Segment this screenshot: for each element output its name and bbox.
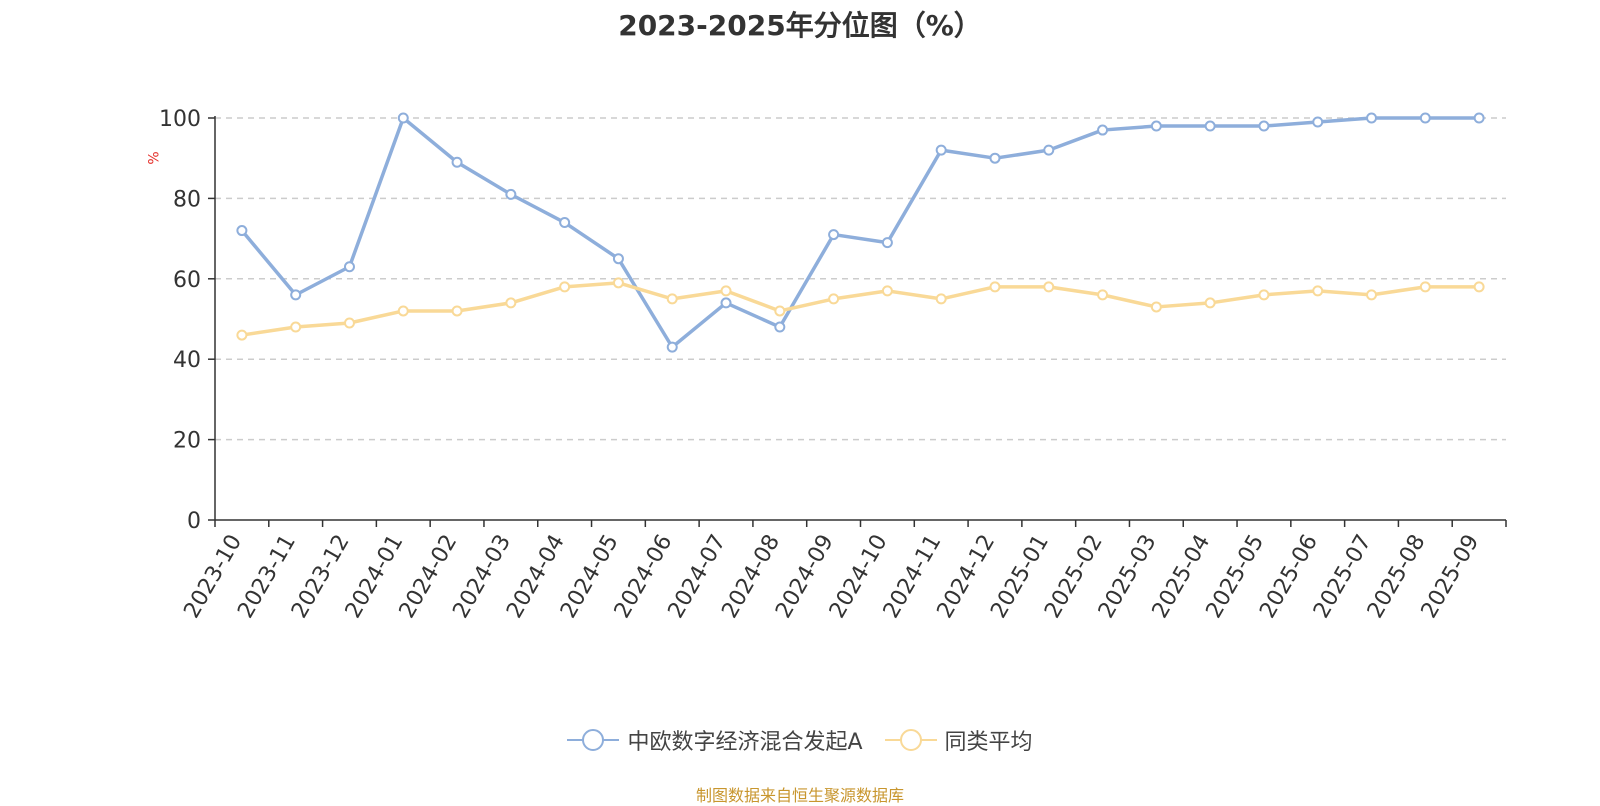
peer-average-data-point (559, 281, 571, 293)
fund-data-point (1204, 120, 1216, 132)
peer-average-data-point (236, 329, 248, 341)
peer-average-data-point (505, 297, 517, 309)
peer-average-data-point (935, 293, 947, 305)
peer-average-series-line (240, 281, 1481, 337)
peer-average-data-point (1150, 301, 1162, 313)
peer-average-data-point (828, 293, 840, 305)
peer-average-data-point (343, 317, 355, 329)
fund-data-point (881, 237, 893, 249)
fund-data-point (505, 188, 517, 200)
legend: 中欧数字经济混合发起A 同类平均 (0, 724, 1600, 756)
fund-data-point (828, 229, 840, 241)
fund-data-point (612, 253, 624, 265)
axis-layer (208, 116, 1507, 527)
fund-data-point (236, 225, 248, 237)
fund-data-point (935, 144, 947, 156)
fund-data-point (290, 289, 302, 301)
fund-data-point (397, 112, 409, 124)
legend-label-peer-average: 同类平均 (944, 730, 1033, 755)
peer-average-data-point (720, 285, 732, 297)
peer-average-data-point (774, 305, 786, 317)
series-layer (236, 112, 1485, 353)
y-tick-label: 80 (173, 187, 201, 212)
peer-average-data-point (1097, 289, 1109, 301)
peer-average-data-point (1312, 285, 1324, 297)
fund-data-point (774, 321, 786, 333)
legend-peer-marker-icon (884, 729, 937, 751)
fund-data-point (720, 297, 732, 309)
grid-layer (215, 117, 1506, 441)
legend-circle (899, 729, 922, 751)
peer-average-data-point (989, 281, 1001, 293)
fund-data-point (1312, 116, 1324, 128)
fund-data-point (1097, 124, 1109, 136)
y-axis-unit: % (146, 151, 163, 165)
peer-average-data-point (1258, 289, 1270, 301)
peer-average-data-point (1419, 281, 1431, 293)
peer-average-data-point (1043, 281, 1055, 293)
peer-average-data-point (1366, 289, 1378, 301)
legend-label-fund: 中欧数字经济混合发起A (627, 730, 863, 755)
legend-item-peer-average[interactable]: 同类平均 (884, 724, 1033, 756)
legend-circle (582, 729, 605, 751)
fund-data-point (1043, 144, 1055, 156)
y-tick-label: 60 (173, 268, 201, 293)
peer-average-data-point (290, 321, 302, 333)
fund-data-point (343, 261, 355, 273)
peer-average-data-point (666, 293, 678, 305)
peer-average-data-point (397, 305, 409, 317)
source-note: 制图数据来自恒生聚源数据库 (695, 786, 904, 805)
peer-average-data-point (1473, 281, 1485, 293)
fund-data-point (1150, 120, 1162, 132)
legend-fund-marker-icon (567, 729, 620, 751)
peer-average-data-point (612, 277, 624, 289)
fund-data-point (989, 152, 1001, 164)
y-tick-label: 40 (173, 348, 201, 373)
fund-series-line (240, 116, 1481, 349)
legend-item-fund[interactable]: 中欧数字经济混合发起A (567, 724, 863, 756)
chart-title: 2023-2025年分位图（%） (618, 9, 982, 42)
label-layer: 0204060801002023-102023-112023-122024-01… (159, 107, 1484, 623)
peer-average-data-point (451, 305, 463, 317)
fund-data-point (666, 341, 678, 353)
fund-data-point (1419, 112, 1431, 124)
fund-data-point (1473, 112, 1485, 124)
y-tick-label: 100 (159, 107, 201, 132)
y-tick-label: 20 (173, 429, 201, 454)
fund-data-point (451, 156, 463, 168)
fund-data-point (1258, 120, 1270, 132)
peer-average-data-point (1204, 297, 1216, 309)
fund-data-point (559, 217, 571, 229)
fund-data-point (1366, 112, 1378, 124)
y-tick-label: 0 (187, 509, 201, 534)
peer-average-data-point (881, 285, 893, 297)
